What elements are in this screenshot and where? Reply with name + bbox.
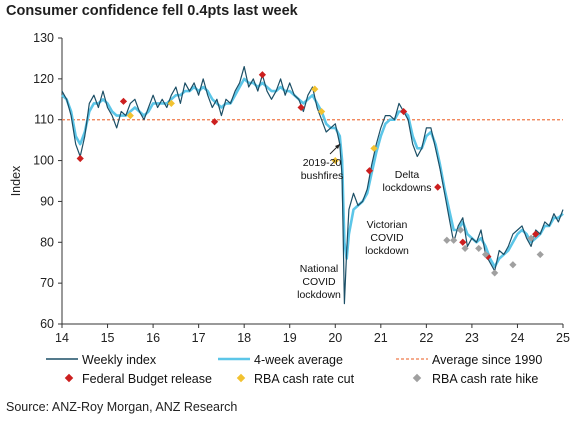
annotation-arrow-head xyxy=(335,144,340,149)
x-tick-label: 14 xyxy=(55,331,69,345)
budget-marker xyxy=(434,183,442,191)
svg-text:COVID: COVID xyxy=(302,276,336,288)
chart-title: Consumer confidence fell 0.4pts last wee… xyxy=(6,3,298,19)
budget-marker xyxy=(258,71,266,79)
budget-marker xyxy=(484,252,492,261)
annotation-line: lockdowns xyxy=(382,182,431,194)
budget-marker xyxy=(459,238,467,246)
legend-item-avg4: 4-week average xyxy=(218,353,343,367)
annotation-line: National xyxy=(300,263,339,275)
rate-hike-marker xyxy=(481,250,490,259)
svg-text:2019-20: 2019-20 xyxy=(303,157,342,169)
annotation-national-lockdown: National COVID lockdown xyxy=(297,263,341,301)
y-tick-label: 90 xyxy=(40,194,54,208)
hike-marker-icon xyxy=(412,373,422,383)
budget-marker xyxy=(365,167,374,175)
plot-area: 60 70 80 90 100 110 120 130 14 15 16 17 18 19 20 21 22 23… xyxy=(33,31,570,345)
legend-label-hike: RBA cash rate hike xyxy=(432,372,538,386)
x-tick-label: 18 xyxy=(237,331,251,345)
annotation-line: Victorian xyxy=(367,219,408,231)
x-tick-label: 15 xyxy=(101,331,115,345)
rate-cut-marker xyxy=(126,112,134,120)
annotation-line: lockdown xyxy=(365,245,409,257)
annotation-line: bushfires xyxy=(301,170,344,182)
x-tick-label: 23 xyxy=(465,331,479,345)
legend-item-weekly: Weekly index xyxy=(46,353,157,367)
y-tick-label: 120 xyxy=(33,72,54,86)
legend-item-budget: Federal Budget release xyxy=(64,372,212,386)
legend-label-average: Average since 1990 xyxy=(432,353,542,367)
annotation-bushfires: 2019-20 bushfires xyxy=(301,143,344,182)
source-note: Source: ANZ-Roy Morgan, ANZ Research xyxy=(6,400,238,414)
rate-hike-marker xyxy=(443,236,451,244)
x-tick-label: 17 xyxy=(192,331,206,345)
rate-hike-marker xyxy=(527,234,535,242)
annotation-victorian-lockdown: Victorian COVID lockdown xyxy=(365,219,409,257)
annotation-line: COVID xyxy=(302,276,336,288)
cut-marker-icon xyxy=(236,373,246,383)
rate-hike-marker xyxy=(456,226,465,234)
rate-cut-marker xyxy=(167,99,175,107)
y-tick-label: 70 xyxy=(40,276,54,290)
budget-marker xyxy=(399,107,408,116)
rate-cut-marker xyxy=(318,107,326,116)
svg-text:lockdown: lockdown xyxy=(365,245,409,257)
rate-hike-marker xyxy=(450,236,458,244)
svg-text:Delta: Delta xyxy=(395,169,420,181)
x-tick-label: 16 xyxy=(146,331,160,345)
svg-text:lockdown: lockdown xyxy=(297,289,341,301)
rate-hike-marker xyxy=(461,244,469,253)
rate-hike-marker xyxy=(509,261,517,269)
rate-cut-marker xyxy=(311,85,319,93)
budget-marker xyxy=(210,118,219,126)
legend-label-weekly: Weekly index xyxy=(82,353,157,367)
x-tick-label: 20 xyxy=(328,331,342,345)
y-axis-label: Index xyxy=(9,165,23,196)
x-tick-label: 25 xyxy=(556,331,570,345)
y-tick-label: 130 xyxy=(33,31,54,45)
x-tick-label: 22 xyxy=(419,331,433,345)
legend: Weekly index 4-week average Average sinc… xyxy=(46,353,542,386)
y-tick-label: 80 xyxy=(40,235,54,249)
svg-text:Victorian: Victorian xyxy=(367,219,408,231)
budget-marker xyxy=(76,154,84,163)
svg-text:bushfires: bushfires xyxy=(301,170,344,182)
rate-hike-marker xyxy=(475,244,483,253)
y-tick-label: 100 xyxy=(33,154,54,168)
rate-hike-marker xyxy=(491,269,499,277)
svg-text:lockdowns: lockdowns xyxy=(382,182,431,194)
x-tick-label: 19 xyxy=(283,331,297,345)
budget-marker xyxy=(532,230,540,238)
legend-label-avg4: 4-week average xyxy=(254,353,343,367)
legend-item-average: Average since 1990 xyxy=(396,353,542,367)
budget-marker xyxy=(119,97,128,105)
annotation-delta-lockdowns: Delta lockdowns xyxy=(382,169,431,194)
annotation-line: COVID xyxy=(370,232,404,244)
svg-text:COVID: COVID xyxy=(370,232,404,244)
annotation-line: lockdown xyxy=(297,289,341,301)
legend-item-hike: RBA cash rate hike xyxy=(412,372,538,386)
legend-label-budget: Federal Budget release xyxy=(82,372,212,386)
rate-cut-marker xyxy=(370,144,378,152)
x-tick-label: 21 xyxy=(374,331,388,345)
y-tick-label: 110 xyxy=(34,113,54,127)
legend-item-cut: RBA cash rate cut xyxy=(236,372,355,386)
legend-label-cut: RBA cash rate cut xyxy=(254,372,355,386)
y-tick-label: 60 xyxy=(40,317,54,331)
annotation-line: 2019-20 xyxy=(303,157,342,169)
annotation-line: Delta xyxy=(395,169,420,181)
rate-hike-marker xyxy=(536,250,544,259)
series-weekly-index xyxy=(61,66,564,305)
svg-text:National: National xyxy=(300,263,339,275)
x-tick-label: 24 xyxy=(511,331,525,345)
budget-marker-icon xyxy=(64,373,74,383)
rate-cut-marker xyxy=(331,156,339,165)
budget-marker xyxy=(297,103,305,112)
